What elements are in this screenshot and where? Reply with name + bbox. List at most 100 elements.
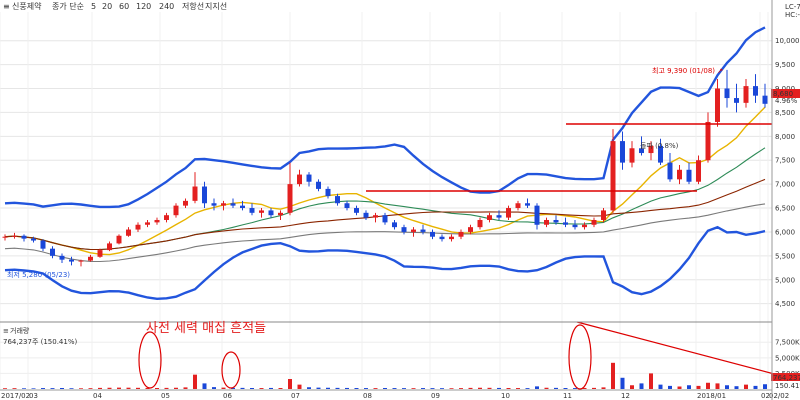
candle-body (259, 210, 264, 213)
volume-bar (155, 388, 159, 389)
candle-body (724, 88, 730, 99)
volume-bar (573, 388, 577, 389)
volume-bar (231, 387, 235, 389)
candle-body (439, 236, 445, 240)
volume-bar (22, 388, 26, 389)
volume-bar (506, 388, 511, 389)
volume-bar (212, 387, 216, 389)
volume-bar (535, 386, 539, 389)
volume-bar (649, 373, 653, 389)
volume-bar (136, 387, 140, 389)
ytick-label: 8,500 (775, 109, 795, 117)
bollinger-bands (4, 26, 766, 301)
legend-item-3: 60 (119, 2, 129, 11)
volume-bar (69, 388, 74, 389)
ytick-label: 6,500 (775, 205, 795, 213)
candle-body (40, 240, 46, 249)
candle-body (154, 219, 160, 223)
volume-bar (316, 387, 321, 389)
candle-body (582, 224, 587, 228)
candle-body (525, 203, 530, 206)
volume-badge-pct: 150.41% (775, 382, 800, 390)
candle-body (667, 162, 673, 180)
xtick-label: 03 (29, 392, 38, 400)
ytick-label: 9,500 (775, 61, 795, 69)
volume-bar (763, 384, 767, 389)
candle-body (411, 229, 416, 232)
volume-bar (525, 388, 530, 389)
volume-bar (592, 387, 596, 389)
volume-bar (744, 384, 748, 389)
price-badge (771, 89, 800, 98)
volume-bar (202, 383, 207, 389)
candle-body (753, 86, 758, 96)
volume-bar (335, 387, 340, 389)
indicator-lc: LC-70.77 (785, 3, 800, 11)
price-change: 4.96% (775, 97, 798, 105)
volume-bar (725, 385, 729, 389)
volume-ytick-label: 7,500K (775, 339, 800, 347)
volume-bar (259, 388, 264, 389)
legend-bar: ≡ 신풍제약 종가 단순 5 20 60 120 240 저항선 지지선 (0, 0, 780, 11)
candle-body (477, 219, 483, 228)
candle-body (563, 222, 568, 225)
volume-bar (12, 388, 17, 389)
candle-body (344, 203, 350, 209)
accumulation-circle-3 (568, 324, 592, 390)
indicator-hc: HC:-5.43 (785, 11, 800, 19)
xtick-label: 07 (291, 392, 300, 400)
candle-body (135, 224, 141, 230)
candle-body (639, 148, 644, 154)
candle-body (145, 222, 150, 225)
volume-bar (563, 388, 568, 389)
candle-body (268, 210, 274, 216)
ytick-label: 7,000 (775, 181, 795, 189)
xtick-label: 05 (161, 392, 170, 400)
xtick-label: 09 (431, 392, 440, 400)
volume-note: 사전 세력 매집 흔적들 (146, 321, 266, 336)
candle-body (316, 181, 321, 189)
candle-body (591, 219, 597, 225)
candle-body (354, 208, 359, 213)
candle-body (496, 215, 502, 218)
volume-bar (126, 387, 131, 389)
candle-body (69, 259, 74, 262)
lower-band (4, 225, 766, 301)
volume-bar (440, 388, 444, 389)
candle-body (202, 186, 207, 204)
volume-bar (687, 385, 691, 389)
candle-body (88, 256, 93, 261)
volume-bar (544, 387, 549, 389)
ma20-line (4, 106, 766, 256)
volume-bar (753, 385, 758, 389)
legend-item-5: 240 (159, 2, 174, 11)
candle-body (468, 227, 473, 232)
volume-bar (297, 384, 302, 389)
volume-bar (193, 374, 197, 389)
volume-bar (221, 387, 226, 389)
candle-body (487, 215, 492, 220)
candle-body (449, 236, 454, 240)
volume-bar (601, 387, 606, 389)
xtick-label: 02/02 (769, 392, 789, 400)
volume-bar (516, 388, 520, 389)
xtick-label: 06 (223, 392, 232, 400)
annotation-low: 최저 5,280 (05/23) (7, 270, 70, 279)
volume-bar (611, 362, 615, 389)
candle-body (230, 203, 236, 206)
ma240-line (4, 203, 766, 263)
candle-body (211, 203, 217, 206)
candle-body (306, 174, 312, 182)
xtick-label: 2018/01 (697, 392, 726, 400)
volume-bar (468, 387, 473, 389)
ytick-label: 6,000 (775, 228, 795, 236)
candle-body (373, 215, 378, 218)
candle-body (430, 231, 435, 237)
ytick-label: 5,000 (775, 276, 795, 284)
xtick-label: 10 (501, 392, 510, 400)
ytick-label: 4,500 (775, 300, 795, 308)
volume-bar (411, 388, 416, 389)
candles (2, 69, 768, 267)
candle-body (610, 141, 616, 211)
candle-body (382, 215, 388, 223)
